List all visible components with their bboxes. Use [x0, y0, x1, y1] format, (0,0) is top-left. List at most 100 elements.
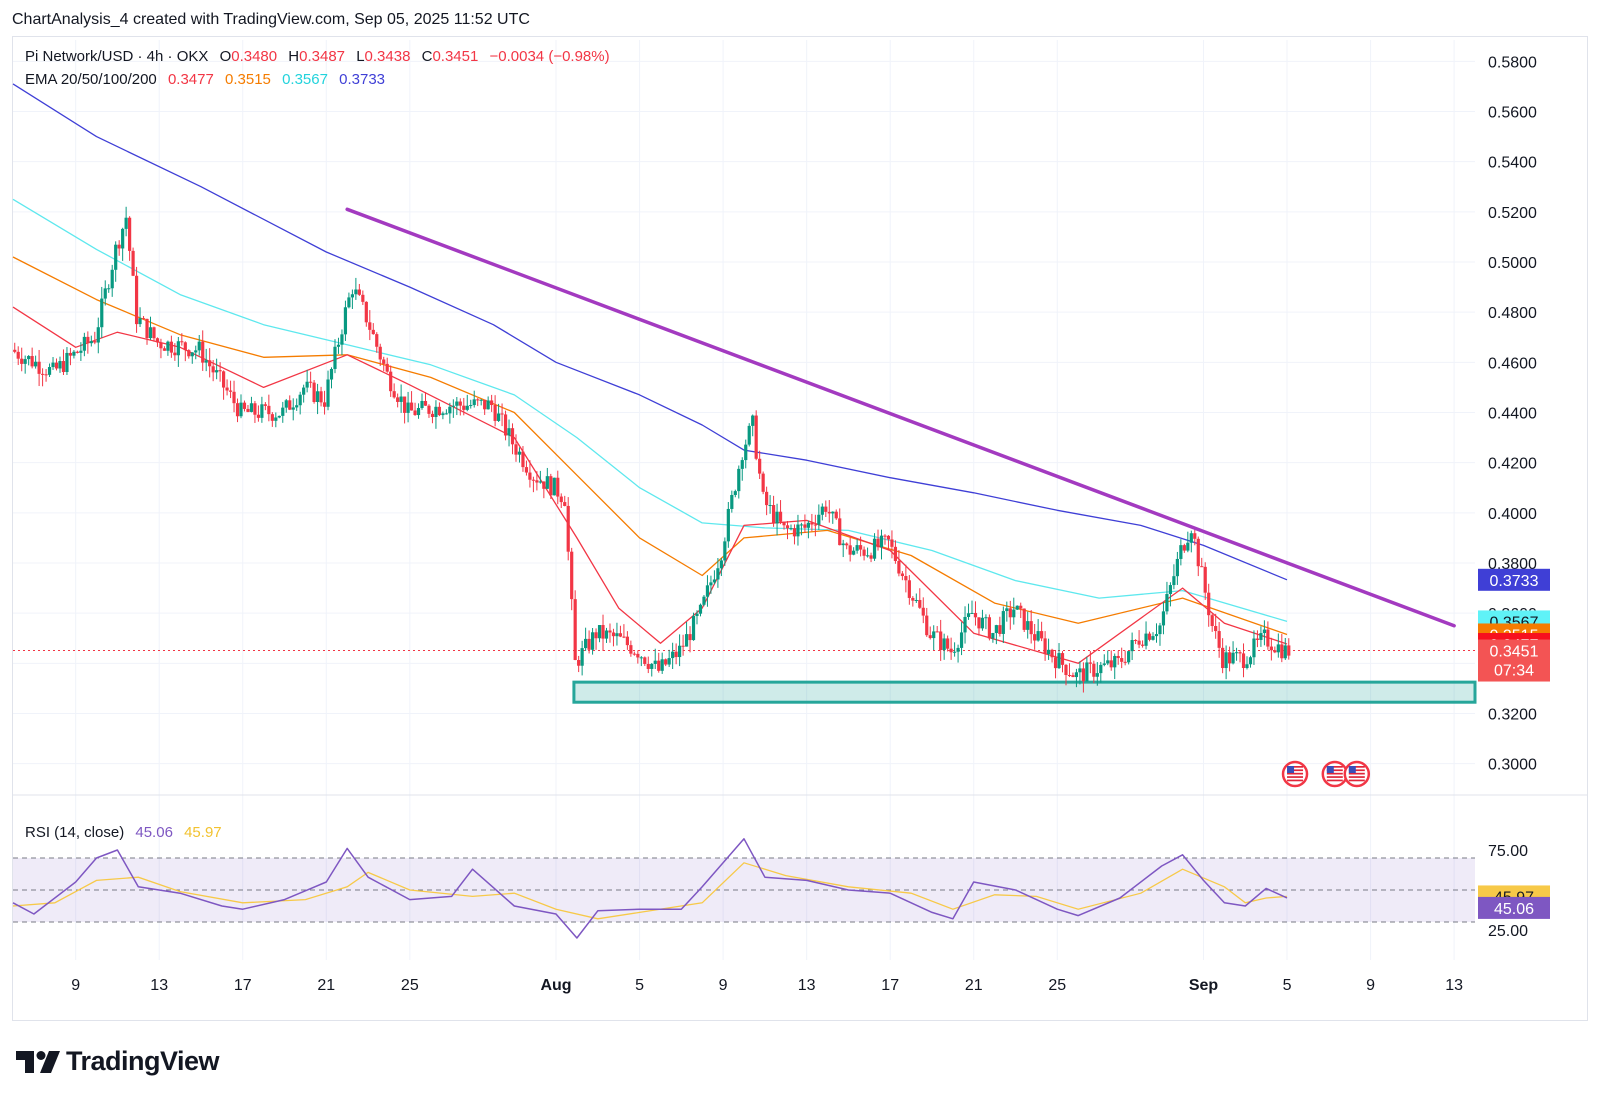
- candle-body: [1113, 655, 1117, 668]
- rsi-legend: RSI (14, close) 45.06 45.97: [25, 824, 222, 841]
- candle-body: [27, 356, 31, 360]
- candle-body: [973, 612, 978, 618]
- candle-body: [483, 399, 487, 410]
- brand-name: TradingView: [66, 1046, 220, 1076]
- candle-body: [900, 573, 904, 577]
- y-tick-label: 0.5800: [1488, 54, 1537, 71]
- x-tick-label: 9: [1366, 977, 1375, 994]
- candle-body: [23, 359, 27, 364]
- candle-body: [831, 511, 835, 514]
- candle-body: [1234, 652, 1239, 654]
- candle-body: [187, 350, 191, 357]
- candle-body: [740, 460, 744, 469]
- ema200-tag-bg: [1478, 568, 1550, 591]
- candle-body: [653, 660, 657, 664]
- countdown-tag: 07:34: [1494, 663, 1534, 680]
- candle-body: [859, 545, 863, 550]
- candle-body: [657, 660, 661, 671]
- candle-body: [309, 381, 313, 383]
- ema20-line: [12, 306, 1288, 664]
- candle-body: [1109, 660, 1113, 668]
- y-tick-label: 0.3800: [1488, 556, 1537, 573]
- y-tick-label: 0.5400: [1488, 155, 1537, 172]
- rsi-label: RSI (14, close): [25, 824, 125, 841]
- us-flag-event-icon: [1281, 760, 1309, 788]
- candles: [13, 206, 1291, 693]
- candle-body: [1144, 633, 1148, 646]
- candle-body: [211, 366, 215, 373]
- candle-body: [524, 467, 529, 473]
- y-tick-label: 0.3200: [1488, 706, 1537, 723]
- candle-body: [820, 506, 824, 515]
- rsi-tag-bg: [1478, 896, 1550, 919]
- candle-body: [1120, 658, 1124, 662]
- candle-body: [1046, 649, 1051, 655]
- candle-body: [987, 617, 992, 639]
- ema-legend: EMA 20/50/100/200 0.3477 0.3515 0.3567 0…: [25, 71, 385, 88]
- candle-body: [396, 397, 400, 402]
- candle-body: [942, 638, 946, 650]
- candle-body: [765, 491, 769, 506]
- candle-body: [570, 551, 574, 600]
- candle-body: [1172, 576, 1176, 586]
- candle-body: [361, 294, 365, 302]
- candle-body: [744, 444, 748, 461]
- candle-body: [719, 560, 723, 569]
- candle-body: [326, 379, 330, 407]
- candle-body: [928, 635, 932, 639]
- candle-body: [904, 576, 908, 581]
- candle-body: [263, 404, 267, 406]
- candle-body: [1040, 631, 1044, 639]
- x-tick-label: 9: [71, 977, 80, 994]
- candle-body: [629, 645, 633, 654]
- candle-body: [921, 607, 925, 616]
- candle-body: [465, 405, 469, 410]
- candle-body: [1134, 640, 1138, 642]
- candle-body: [100, 298, 104, 328]
- tradingview-logo-icon: [16, 1050, 60, 1073]
- candle-body: [643, 657, 647, 664]
- candle-body: [1151, 636, 1155, 640]
- candle-body: [650, 663, 654, 669]
- candle-body: [427, 405, 431, 414]
- candle-body: [893, 546, 898, 561]
- candle-body: [709, 582, 713, 586]
- candle-body: [152, 327, 156, 339]
- y-tick-label: 0.4600: [1488, 355, 1537, 372]
- candle-body: [566, 505, 570, 552]
- candle-body: [490, 400, 494, 406]
- axes: 9 13 17 21 25 Aug 5 9 13 17 21 25 Sep 5 9 13 0.5800 0.560…: [13, 54, 1588, 994]
- candle-body: [768, 505, 772, 507]
- candle-body: [75, 351, 79, 353]
- tradingview-logo[interactable]: TradingView: [16, 1046, 220, 1077]
- candle-body: [1078, 668, 1082, 673]
- candle-body: [604, 630, 609, 639]
- candle-body: [409, 402, 414, 411]
- candle-body: [611, 632, 616, 637]
- ohlc-open-label: O: [219, 48, 232, 65]
- candle-body: [169, 341, 173, 353]
- candle-body: [58, 361, 62, 369]
- candle-body: [1269, 646, 1273, 651]
- candle-body: [636, 653, 640, 658]
- candle-body: [925, 615, 929, 636]
- candle-body: [155, 338, 160, 343]
- candle-body: [1050, 649, 1054, 658]
- candle-body: [215, 370, 219, 373]
- candle-body: [785, 525, 790, 529]
- candle-body: [535, 480, 539, 483]
- rsi-tag: 45.06: [1494, 901, 1534, 918]
- candle-body: [590, 632, 595, 650]
- x-tick-label: 13: [798, 977, 816, 994]
- candle-body: [994, 625, 998, 634]
- candle-body: [371, 329, 375, 335]
- candle-body: [65, 352, 69, 373]
- candle-body: [883, 535, 887, 537]
- y-tick-label: 0.4000: [1488, 506, 1537, 523]
- candle-body: [698, 604, 703, 614]
- candle-body: [1207, 592, 1211, 616]
- candle-body: [1127, 651, 1131, 663]
- x-tick-label: 21: [317, 977, 335, 994]
- candle-body: [322, 402, 327, 407]
